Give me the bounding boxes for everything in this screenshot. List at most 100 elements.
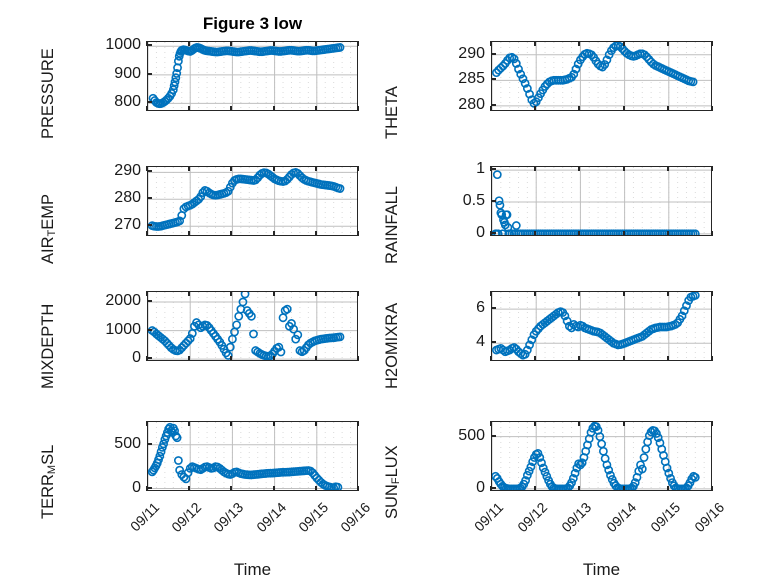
xtick-mark <box>188 41 191 46</box>
xtick-mark <box>666 486 669 491</box>
xtick-mark <box>490 41 492 46</box>
xtick-mark <box>314 291 317 296</box>
xtick-mark <box>188 421 191 426</box>
xtick-mark <box>272 41 275 46</box>
ylabel-text: AIRTEMP <box>39 193 58 264</box>
xtick-mark <box>534 106 537 111</box>
xtick-mark <box>578 486 581 491</box>
xtick-mark <box>146 356 148 361</box>
xtick-mark <box>357 356 359 361</box>
xtick-mark <box>711 41 713 46</box>
ytick-mark <box>491 341 496 344</box>
xtick-label-left-3: 09/14 <box>252 499 289 536</box>
xtick-mark <box>622 291 625 296</box>
xtick-mark <box>622 356 625 361</box>
xtick-mark <box>272 421 275 426</box>
ylabel-mixdepth: MIXDEPTH <box>39 304 58 389</box>
ytick-mark <box>147 170 152 173</box>
axes-terrain-msl <box>147 421 358 491</box>
ylabel-pressure: PRESSURE <box>39 48 58 139</box>
xtick-mark <box>534 41 537 46</box>
xtick-mark <box>622 166 625 171</box>
xtick-mark <box>711 291 713 296</box>
xtick-mark <box>711 486 713 491</box>
xtick-mark <box>666 421 669 426</box>
ytick-mark <box>491 434 496 437</box>
xtick-label-right-4: 09/15 <box>647 499 684 536</box>
xlabel-left: Time <box>233 560 272 579</box>
xtick-mark <box>490 106 492 111</box>
ytick-label-air-temp-2: 290 <box>114 162 141 180</box>
xtick-mark <box>357 106 359 111</box>
ytick-mark <box>147 44 152 47</box>
ytick-label-pressure-0: 800 <box>114 93 141 111</box>
axes-rainfall <box>491 166 712 236</box>
ytick-mark <box>491 103 496 106</box>
xtick-mark <box>357 291 359 296</box>
xtick-mark <box>711 231 713 236</box>
axes-h2o-mixing-ratio <box>491 291 712 361</box>
ylabel-terrain-msl: TERRMSL <box>39 445 58 519</box>
ylabel-text: TERRMSL <box>39 444 58 519</box>
xtick-mark <box>314 421 317 426</box>
xtick-mark <box>578 291 581 296</box>
xtick-mark <box>490 486 492 491</box>
xtick-mark <box>578 356 581 361</box>
ylabel-text: THETA <box>383 86 401 139</box>
ytick-mark <box>147 197 152 200</box>
xtick-mark <box>314 41 317 46</box>
xtick-mark <box>272 291 275 296</box>
xtick-mark <box>357 231 359 236</box>
xtick-mark <box>188 356 191 361</box>
xtick-mark <box>578 231 581 236</box>
ylabel-rainfall: RAINFALL <box>383 186 402 264</box>
xtick-mark <box>534 486 537 491</box>
xtick-mark <box>146 41 148 46</box>
ytick-mark <box>491 168 496 171</box>
xtick-mark <box>711 421 713 426</box>
axes-sun-flux <box>491 421 712 491</box>
xtick-mark <box>314 166 317 171</box>
xtick-mark <box>578 41 581 46</box>
xtick-mark <box>534 166 537 171</box>
axes-pressure <box>147 41 358 111</box>
xtick-mark <box>146 106 148 111</box>
xtick-mark <box>188 231 191 236</box>
ytick-label-theta-1: 285 <box>458 70 485 88</box>
xtick-mark <box>272 106 275 111</box>
xtick-label-left-2: 09/13 <box>210 499 247 536</box>
ytick-label-rainfall-2: 1 <box>476 160 485 178</box>
xtick-mark <box>146 486 148 491</box>
ytick-label-theta-0: 280 <box>458 95 485 113</box>
xtick-mark <box>534 291 537 296</box>
xtick-mark <box>272 166 275 171</box>
xtick-mark <box>622 41 625 46</box>
xtick-mark <box>357 41 359 46</box>
xtick-mark <box>188 486 191 491</box>
xtick-mark <box>357 166 359 171</box>
ylabel-h2o-mixing-ratio: H2OMIXRA <box>383 303 402 389</box>
xtick-mark <box>622 486 625 491</box>
xtick-label-left-5: 09/16 <box>337 499 374 536</box>
xtick-mark <box>314 106 317 111</box>
xtick-mark <box>230 166 233 171</box>
xtick-mark <box>622 421 625 426</box>
xtick-mark <box>534 231 537 236</box>
ytick-mark <box>491 486 496 489</box>
ytick-mark <box>147 72 152 75</box>
xtick-label-right-3: 09/14 <box>602 499 639 536</box>
ytick-mark <box>147 101 152 104</box>
xtick-mark <box>622 106 625 111</box>
ytick-label-pressure-1: 900 <box>114 64 141 82</box>
xtick-mark <box>230 41 233 46</box>
ytick-label-sun-flux-1: 500 <box>458 426 485 444</box>
xtick-mark <box>711 166 713 171</box>
ytick-label-rainfall-0: 0 <box>476 223 485 241</box>
xtick-mark <box>230 231 233 236</box>
ytick-label-terrain-msl-0: 0 <box>132 478 141 496</box>
xtick-mark <box>534 421 537 426</box>
xtick-mark <box>578 166 581 171</box>
axes-mixdepth <box>147 291 358 361</box>
ytick-mark <box>147 442 152 445</box>
